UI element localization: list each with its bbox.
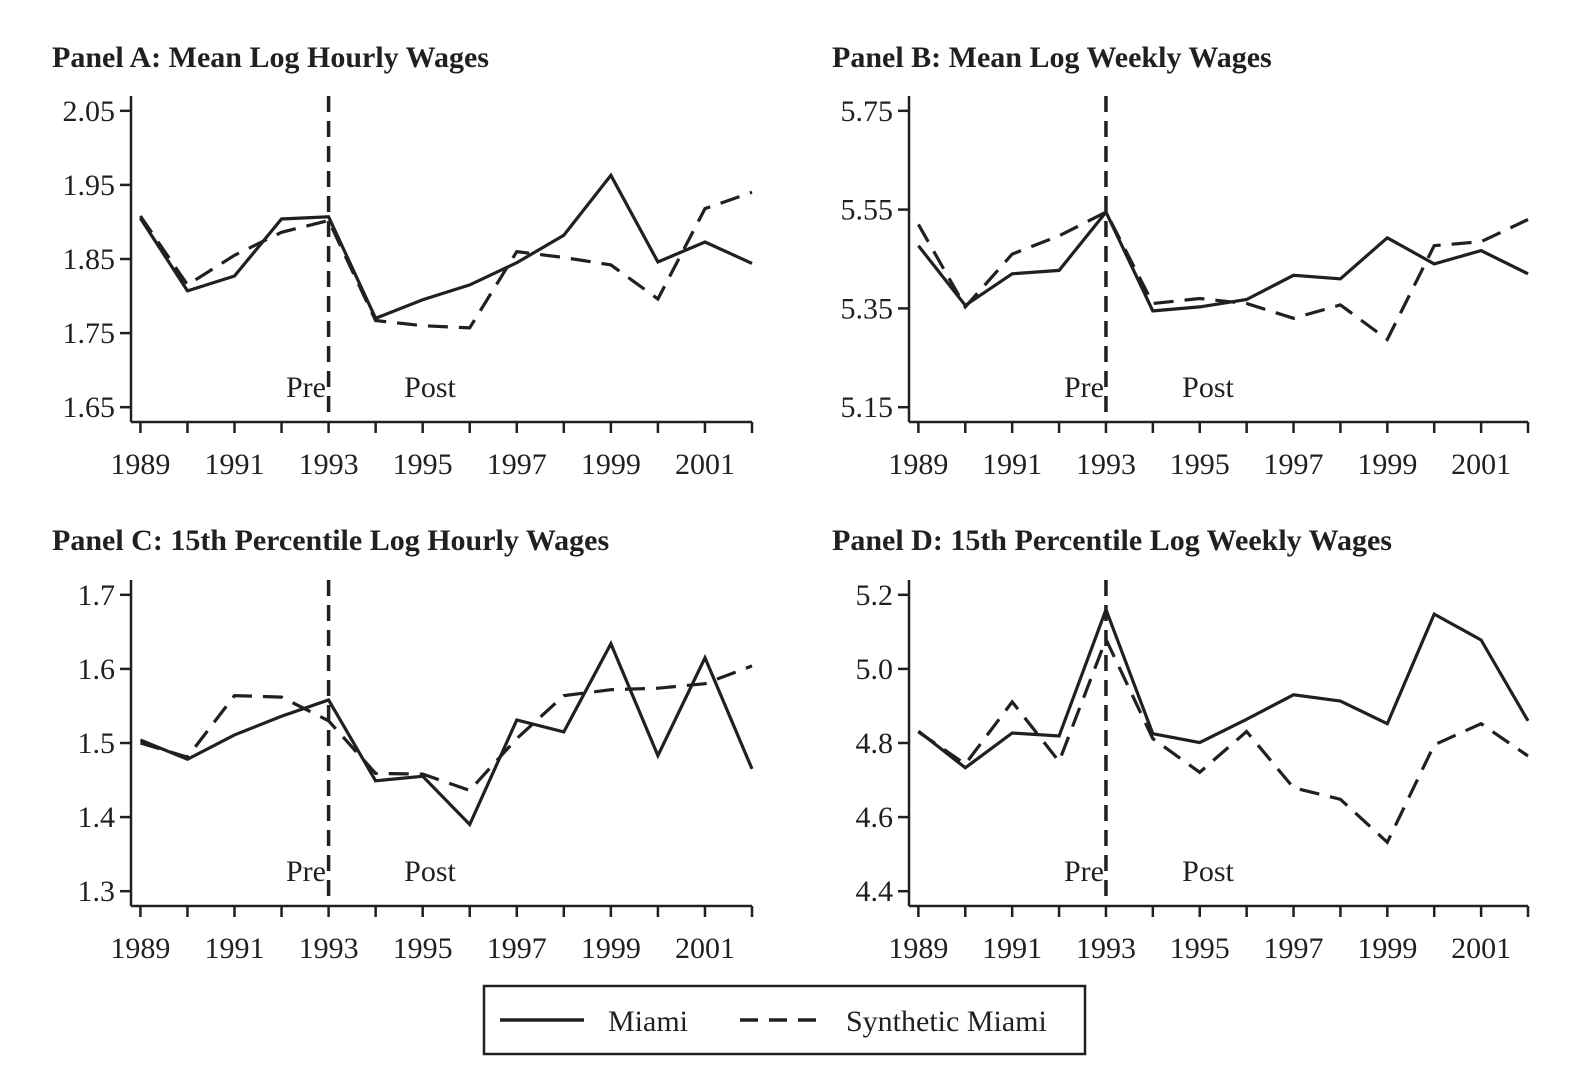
panel-b: Panel B: Mean Log Weekly Wages 5.155.355… [832, 41, 1530, 481]
y-tick-label: 5.0 [856, 653, 894, 686]
y-tick-label: 1.7 [78, 579, 116, 612]
x-tick-label: 1997 [1264, 448, 1324, 481]
x-tick-label: 1999 [1357, 932, 1417, 965]
panel-title: Panel B: Mean Log Weekly Wages [832, 41, 1272, 74]
pre-label: Pre [1064, 371, 1104, 404]
panel-title: Panel A: Mean Log Hourly Wages [52, 41, 489, 74]
x-tick-label: 2001 [1451, 448, 1511, 481]
y-tick-label: 4.8 [856, 727, 894, 760]
panel-d: Panel D: 15th Percentile Log Weekly Wage… [832, 524, 1530, 965]
x-tick-label: 1993 [1076, 932, 1136, 965]
series-layer [917, 209, 1529, 342]
pre-label: Pre [286, 855, 326, 888]
x-tick-label: 2001 [675, 448, 735, 481]
series-line-synthetic-miami [139, 190, 753, 330]
y-tick-label: 5.2 [856, 579, 894, 612]
series-line-miami [139, 639, 754, 828]
x-tick-label: 1991 [982, 932, 1042, 965]
y-tick-label: 1.6 [78, 653, 116, 686]
x-tick-label: 2001 [675, 932, 735, 965]
post-label: Post [404, 371, 456, 404]
series-line-synthetic-miami [139, 664, 753, 793]
x-tick-label: 1993 [299, 932, 359, 965]
y-tick-label: 2.05 [63, 95, 116, 128]
y-tick-label: 1.4 [78, 801, 116, 834]
x-tick-label: 1993 [299, 448, 359, 481]
axes: 4.4 4.6 4.8 5.0 5.2 1989 1991 1993 1995 1997 1999 2… [856, 579, 1530, 965]
post-label: Post [404, 855, 456, 888]
x-tick-label: 1997 [487, 448, 547, 481]
series-line-miami [917, 209, 1529, 313]
panel-title: Panel C: 15th Percentile Log Hourly Wage… [52, 524, 609, 557]
panel-c: Panel C: 15th Percentile Log Hourly Wage… [52, 524, 754, 965]
y-tick-label: 5.35 [841, 292, 894, 325]
pre-label: Pre [286, 371, 326, 404]
post-label: Post [1182, 855, 1234, 888]
x-tick-label: 1991 [205, 448, 265, 481]
axes: 1.3 1.4 1.5 1.6 1.7 1989 1991 1993 1995 1997 1999 2… [78, 579, 754, 965]
series-line-synthetic-miami [917, 209, 1529, 342]
x-tick-label: 1995 [1170, 448, 1230, 481]
y-tick-label: 5.75 [841, 95, 894, 128]
axes: 1.65 1.75 1.85 1.95 2.05 1989 1991 1993 1995 1997… [63, 95, 754, 481]
series-line-synthetic-miami [917, 635, 1529, 845]
axes: 5.15 5.35 5.55 5.75 1989 1991 1993 1995 1997 1999… [841, 95, 1530, 481]
y-tick-label: 1.5 [78, 727, 116, 760]
y-tick-label: 5.55 [841, 194, 894, 227]
series-line-miami [139, 172, 753, 321]
x-tick-label: 1997 [1264, 932, 1324, 965]
legend-box [482, 984, 1087, 1056]
series-layer [917, 605, 1530, 845]
x-tick-label: 1995 [1170, 932, 1230, 965]
legend-label-miami: Miami [608, 1005, 688, 1038]
legend: Miami Synthetic Miami [482, 984, 1087, 1056]
y-tick-label: 1.95 [63, 169, 116, 202]
series-line-miami [917, 605, 1530, 770]
series-layer [139, 172, 753, 330]
y-tick-label: 1.3 [78, 875, 116, 908]
x-tick-label: 1989 [888, 932, 948, 965]
y-tick-label: 5.15 [841, 391, 894, 424]
x-tick-label: 1989 [888, 448, 948, 481]
x-tick-label: 2001 [1451, 932, 1511, 965]
x-tick-label: 1999 [581, 932, 641, 965]
x-tick-label: 1991 [982, 448, 1042, 481]
panel-title: Panel D: 15th Percentile Log Weekly Wage… [832, 524, 1392, 557]
x-tick-label: 1991 [205, 932, 265, 965]
series-layer [139, 639, 754, 828]
x-tick-label: 1995 [393, 448, 453, 481]
x-tick-label: 1995 [393, 932, 453, 965]
x-tick-label: 1989 [110, 932, 170, 965]
y-tick-label: 1.65 [63, 391, 116, 424]
x-tick-label: 1993 [1076, 448, 1136, 481]
x-tick-label: 1997 [487, 932, 547, 965]
panel-a: Panel A: Mean Log Hourly Wages 1.651.751… [52, 41, 754, 481]
post-label: Post [1182, 371, 1234, 404]
y-tick-label: 4.6 [856, 801, 894, 834]
x-tick-label: 1999 [1357, 448, 1417, 481]
legend-label-synthetic-miami: Synthetic Miami [846, 1005, 1047, 1038]
y-tick-label: 4.4 [856, 875, 894, 908]
y-tick-label: 1.85 [63, 243, 116, 276]
x-tick-label: 1989 [110, 448, 170, 481]
y-tick-label: 1.75 [63, 317, 116, 350]
pre-label: Pre [1064, 855, 1104, 888]
x-tick-label: 1999 [581, 448, 641, 481]
